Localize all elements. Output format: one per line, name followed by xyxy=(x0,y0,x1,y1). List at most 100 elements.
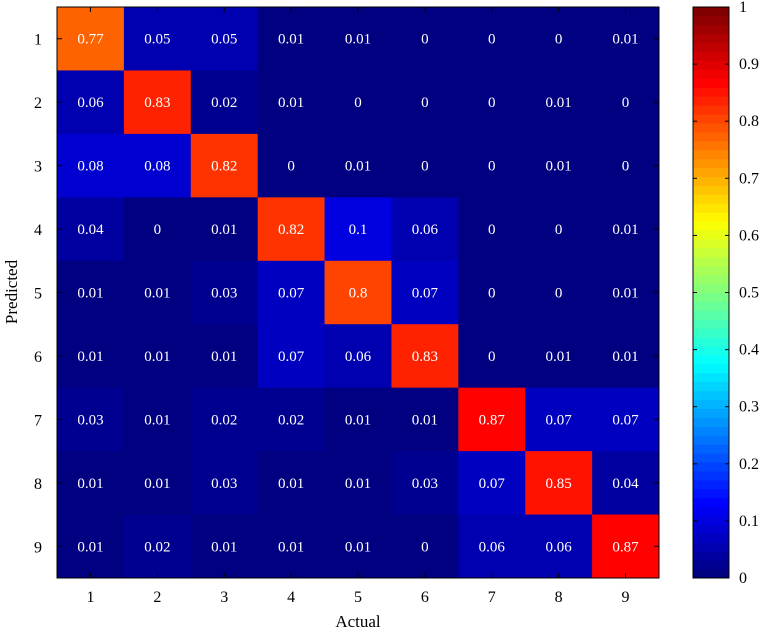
colorbar-swatch xyxy=(693,319,729,329)
heatmap-cell xyxy=(391,514,459,579)
colorbar-swatch xyxy=(693,256,729,267)
cell-value-label: 0.06 xyxy=(546,539,573,555)
colorbar-swatch xyxy=(693,435,729,445)
cell-value-label: 0.05 xyxy=(144,32,170,48)
cell-value-label: 0 xyxy=(488,32,496,48)
heatmap-cell xyxy=(57,7,125,71)
heatmap-cell xyxy=(592,324,660,389)
heatmap-cell xyxy=(391,387,459,452)
cell-value-label: 0 xyxy=(421,539,429,555)
colorbar-swatch xyxy=(693,149,729,160)
heatmap-cell xyxy=(123,133,192,198)
cell-value-label: 0.01 xyxy=(612,32,638,48)
colorbar-swatch xyxy=(693,417,729,427)
cell-value-label: 0.83 xyxy=(144,95,170,111)
colorbar-swatch xyxy=(693,453,729,463)
colorbar: 0 0.1 0.2 0.3 0.4 0.5 0.6 0.7 0.8 0.9 1 xyxy=(692,0,759,587)
colorbar-swatch xyxy=(693,381,729,392)
cell-value-label: 0.01 xyxy=(546,95,572,111)
y-tick-label: 1 xyxy=(34,32,42,49)
cell-value-label: 0.01 xyxy=(278,32,304,48)
cell-value-label: 0 xyxy=(555,32,563,48)
heatmap-cell xyxy=(592,70,660,135)
colorbar-swatch xyxy=(693,283,729,293)
colorbar-swatch xyxy=(693,114,729,124)
colorbar-swatch xyxy=(693,140,729,151)
x-tick-label: 4 xyxy=(287,589,295,606)
heatmap-cell xyxy=(57,451,125,516)
colorbar-swatch xyxy=(693,105,729,115)
heatmap-cell xyxy=(592,7,660,71)
heatmap-cell xyxy=(123,70,192,135)
heatmap-cell xyxy=(525,451,593,516)
colorbar-swatch xyxy=(693,542,729,552)
cell-value-label: 0.01 xyxy=(144,286,170,302)
y-tick-label: 4 xyxy=(34,222,42,239)
heatmap-cell xyxy=(525,514,593,579)
heatmap-cell xyxy=(391,197,459,262)
cell-value-label: 0.01 xyxy=(144,476,170,492)
heatmap-cell xyxy=(458,133,526,198)
cell-value-label: 0 xyxy=(421,32,429,48)
y-tick-label: 3 xyxy=(34,159,42,176)
heatmap-cell xyxy=(57,514,125,579)
heatmap-cell xyxy=(525,197,593,262)
heatmap-cell xyxy=(525,7,593,71)
heatmap-cell xyxy=(190,451,259,516)
y-axis-label: Predicted xyxy=(2,259,21,324)
cell-value-label: 0.01 xyxy=(278,476,304,492)
colorbar-swatch xyxy=(693,470,729,481)
heatmap-cell xyxy=(324,7,392,71)
colorbar-swatch xyxy=(693,328,729,338)
cell-value-label: 0.87 xyxy=(479,412,506,428)
heatmap-cell xyxy=(458,451,526,516)
heatmap-cell xyxy=(324,324,392,389)
cell-value-label: 0.01 xyxy=(345,539,371,555)
cell-value-label: 0 xyxy=(555,222,563,238)
colorbar-tick-label: 0.5 xyxy=(739,285,759,302)
heatmap-cell xyxy=(257,451,326,516)
heatmap-cell xyxy=(458,514,526,579)
cell-value-label: 0.06 xyxy=(412,222,439,238)
x-tick-label: 2 xyxy=(153,589,161,606)
colorbar-tick-label: 0.2 xyxy=(739,456,759,473)
heatmap-cell xyxy=(458,197,526,262)
cell-value-label: 0.01 xyxy=(345,32,371,48)
colorbar-swatch xyxy=(693,15,729,26)
colorbar-swatch xyxy=(693,390,729,401)
cell-value-label: 0.01 xyxy=(345,159,371,175)
y-tick-label: 8 xyxy=(34,476,42,493)
colorbar-swatch xyxy=(693,167,729,178)
x-tick-label: 9 xyxy=(622,589,630,606)
colorbar-swatch xyxy=(693,337,729,347)
colorbar-swatch xyxy=(693,69,729,79)
heatmap-cell xyxy=(324,197,392,262)
heatmap-cell xyxy=(391,133,459,198)
colorbar-swatch xyxy=(693,176,729,186)
y-tick-label: 6 xyxy=(34,349,42,366)
colorbar-tick-label: 1 xyxy=(739,0,747,16)
cell-value-label: 0.03 xyxy=(412,476,438,492)
heatmap-cell xyxy=(391,451,459,516)
heatmap-cell xyxy=(458,70,526,135)
cell-value-label: 0.05 xyxy=(211,32,237,48)
cell-value-label: 0.01 xyxy=(345,412,371,428)
colorbar-tick-label: 0.6 xyxy=(739,227,759,244)
colorbar-swatch xyxy=(693,265,729,276)
cell-value-label: 0.07 xyxy=(412,286,439,302)
colorbar-swatch xyxy=(693,346,729,356)
heatmap-cell xyxy=(57,387,125,452)
cell-value-label: 0.01 xyxy=(278,539,304,555)
cell-value-label: 0.07 xyxy=(612,412,639,428)
heatmap-cell xyxy=(525,70,593,135)
x-tick-label: 3 xyxy=(220,589,228,606)
heatmap-cell xyxy=(190,197,259,262)
heatmap-cell xyxy=(257,133,326,198)
heatmap-cell xyxy=(324,387,392,452)
cell-value-label: 0.03 xyxy=(77,412,103,428)
cell-value-label: 0.04 xyxy=(77,222,104,238)
heatmap-cell xyxy=(257,387,326,452)
cell-value-label: 0.08 xyxy=(77,159,103,175)
y-tick-label: 9 xyxy=(34,539,42,556)
cell-value-label: 0 xyxy=(287,159,295,175)
